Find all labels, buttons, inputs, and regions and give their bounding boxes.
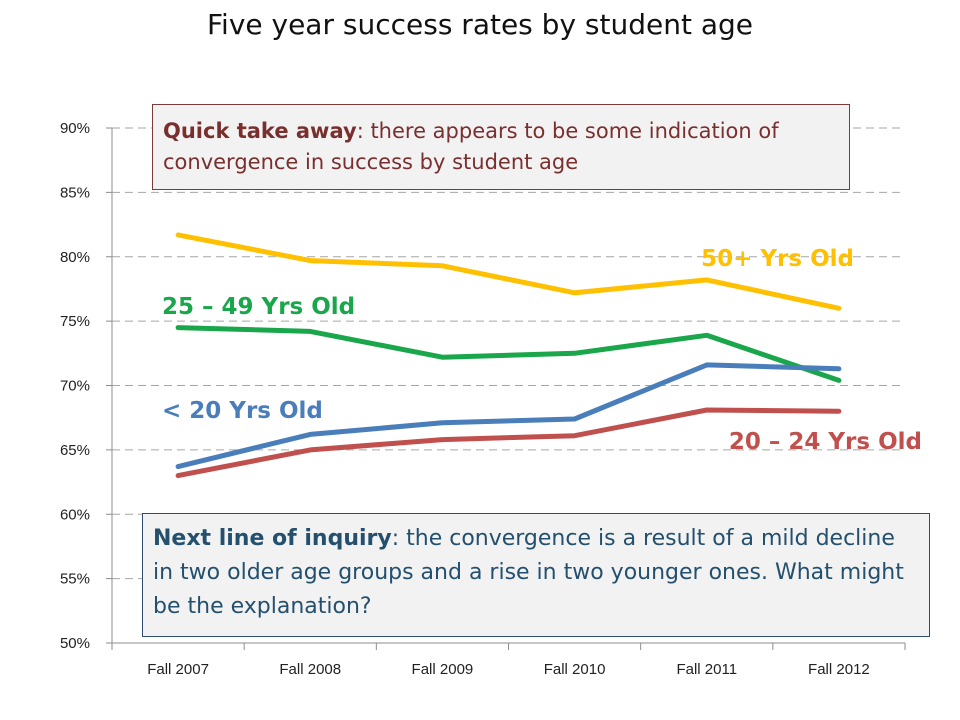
quick-takeaway-text: : there appears to be some indication of…: [163, 119, 779, 174]
y-tick-label: 85%: [60, 184, 90, 201]
series-line: [175, 362, 842, 470]
x-tick-label: Fall 2012: [808, 661, 870, 678]
series-label: 20 – 24 Yrs Old: [729, 429, 922, 455]
x-tick-label: Fall 2009: [412, 661, 474, 678]
y-tick-label: 90%: [60, 120, 90, 137]
x-tick-label: Fall 2007: [147, 661, 209, 678]
quick-takeaway-heading: Quick take away: [163, 119, 357, 143]
series-line: [175, 407, 842, 479]
next-inquiry-heading: Next line of inquiry: [153, 526, 392, 551]
x-tick-label: Fall 2008: [279, 661, 341, 678]
series-label: 25 – 49 Yrs Old: [162, 294, 355, 320]
y-tick-label: 70%: [60, 378, 90, 395]
y-tick-label: 75%: [60, 313, 90, 330]
x-tick-label: Fall 2010: [544, 661, 606, 678]
series-line: [175, 232, 842, 311]
series-line: [175, 325, 842, 383]
next-inquiry-note: Next line of inquiry: the convergence is…: [142, 513, 930, 637]
quick-takeaway-note: Quick take away: there appears to be som…: [152, 104, 850, 190]
y-tick-label: 80%: [60, 249, 90, 266]
y-tick-label: 55%: [60, 571, 90, 588]
series-label: 50+ Yrs Old: [701, 246, 854, 272]
x-tick-label: Fall 2011: [676, 661, 737, 678]
next-inquiry-text: : the convergence is a result of a mild …: [153, 526, 904, 619]
y-tick-label: 65%: [60, 442, 90, 459]
chart-title: Five year success rates by student age: [206, 8, 754, 41]
series-label: < 20 Yrs Old: [162, 398, 323, 424]
y-tick-label: 60%: [60, 506, 90, 523]
y-tick-label: 50%: [60, 635, 90, 652]
